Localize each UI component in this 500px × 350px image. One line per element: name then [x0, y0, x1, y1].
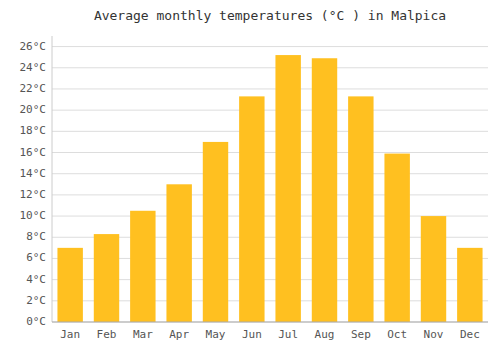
grid-line	[52, 152, 488, 153]
grid	[52, 47, 488, 322]
bar	[275, 55, 300, 322]
bar	[312, 58, 337, 322]
y-tick-label: 22°C	[20, 82, 47, 95]
bar	[203, 142, 228, 322]
y-tick-label: 18°C	[20, 124, 47, 137]
x-tick-label: Apr	[169, 328, 189, 341]
y-tick-label: 10°C	[20, 209, 47, 222]
bar	[384, 154, 409, 322]
x-axis: Jan Feb Mar Apr May Jun Jul Aug Sep Oct Nov Dec	[52, 322, 488, 341]
y-tick-label: 6°C	[26, 251, 46, 264]
x-tick-label: Jul	[278, 328, 298, 341]
x-tick-label: Sep	[351, 328, 371, 341]
bar	[239, 96, 264, 322]
x-tick-label: May	[206, 328, 226, 341]
grid-line	[52, 194, 488, 195]
y-tick-label: 14°C	[20, 167, 47, 180]
grid-line	[52, 173, 488, 174]
grid-line	[52, 67, 488, 68]
bar	[348, 96, 373, 322]
y-tick-label: 8°C	[26, 230, 46, 243]
x-tick-label: Nov	[424, 328, 444, 341]
y-tick-label: 0°C	[26, 315, 46, 328]
bar	[166, 184, 191, 322]
bar	[421, 216, 446, 322]
grid-line	[52, 322, 488, 323]
y-tick-label: 2°C	[26, 294, 46, 307]
x-tick-label: Jun	[242, 328, 262, 341]
grid-line	[52, 88, 488, 89]
x-tick-label: Jan	[60, 328, 80, 341]
x-tick-label: Aug	[315, 328, 335, 341]
x-axis-line	[52, 322, 488, 323]
chart: Average monthly temperatures (°C ) in Ma…	[0, 0, 500, 350]
x-tick-label: Oct	[387, 328, 407, 341]
grid-line	[52, 46, 488, 47]
y-tick-label: 20°C	[20, 103, 47, 116]
page: {"chart_data": {"type": "bar", "title": …	[0, 0, 500, 350]
y-axis: 0°C 2°C 4°C 6°C 8°C 10°C 12°C 14°C 16°C 18°C 20°C 2…	[20, 36, 53, 328]
bar	[457, 248, 482, 322]
x-tick-label: Dec	[460, 328, 480, 341]
bar	[94, 234, 119, 322]
y-tick-label: 4°C	[26, 273, 46, 286]
y-tick-label: 26°C	[20, 40, 47, 53]
y-tick-label: 12°C	[20, 188, 47, 201]
bars	[57, 55, 482, 322]
bar	[130, 211, 155, 322]
y-tick-label: 24°C	[20, 61, 47, 74]
grid-line	[52, 131, 488, 132]
y-axis-line	[52, 36, 53, 322]
y-tick-label: 16°C	[20, 146, 47, 159]
title: Average monthly temperatures (°C ) in Ma…	[94, 8, 446, 23]
x-tick-label: Mar	[133, 328, 153, 341]
grid-line	[52, 110, 488, 111]
x-tick-label: Feb	[97, 328, 117, 341]
bar	[57, 248, 82, 322]
